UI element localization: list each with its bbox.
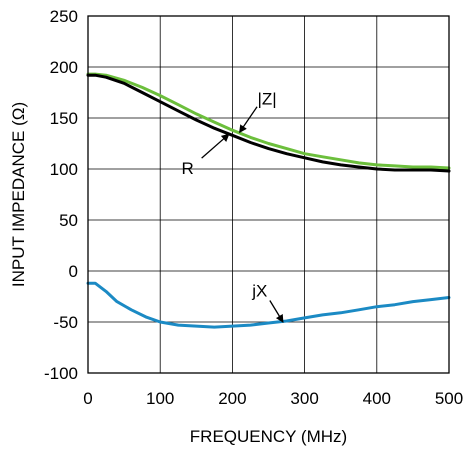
annotation-arrow [239,106,258,134]
annotation-label: |Z| [257,90,276,109]
annotation-label: R [181,159,193,178]
x-tick-label: 200 [218,389,246,408]
y-tick-label: 150 [50,109,78,128]
y-tick-label: 250 [50,7,78,26]
y-tick-label: -50 [53,313,78,332]
series-line-2 [86,73,451,173]
grid [87,15,450,374]
x-axis-title: FREQUENCY (MHz) [190,427,347,446]
x-tick-label: 100 [146,389,174,408]
y-tick-label: -100 [44,364,78,383]
y-axis-title: INPUT IMPEDANCE (Ω) [9,102,28,287]
y-tick-label: 100 [50,160,78,179]
y-tick-label: 50 [59,211,78,230]
series-layer [86,72,451,329]
annotations: |Z| RjX [181,90,284,323]
y-tick-label: 0 [69,262,78,281]
plot-frame [87,15,450,374]
x-tick-label: 400 [363,389,391,408]
series-line-3 [86,281,451,329]
annotation-arrow [269,300,284,323]
x-tick-label: 300 [290,389,318,408]
series-line-1 [86,72,451,170]
annotation-arrow [201,133,230,159]
x-tick-label: 500 [435,389,463,408]
annotation-label: jX [251,282,267,301]
x-tick-label: 0 [83,389,92,408]
y-tick-label: 200 [50,58,78,77]
